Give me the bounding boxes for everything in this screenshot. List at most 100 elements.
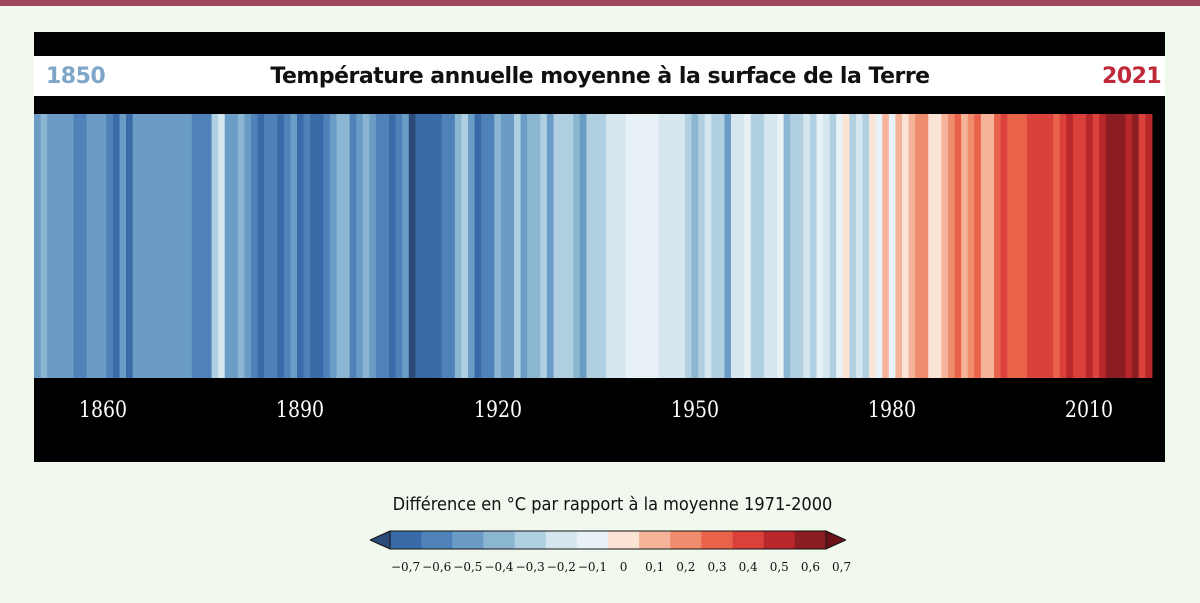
stripe-1973: [842, 114, 850, 378]
stripe-1997: [1000, 114, 1008, 378]
title-bar-notch: [1051, 32, 1165, 56]
stripe-2016: [1125, 114, 1133, 378]
stripe-1883: [250, 114, 259, 378]
colorbar-segment: [576, 531, 609, 549]
stripe-1897: [343, 114, 351, 378]
stripe-1998: [1007, 114, 1015, 378]
stripe-1931: [566, 114, 574, 378]
colorbar-segment: [794, 531, 827, 549]
stripe-1857: [80, 114, 88, 378]
stripe-1851: [40, 114, 48, 378]
stripe-1990: [954, 114, 962, 378]
stripe-1994: [980, 114, 989, 378]
stripe-1977: [869, 114, 877, 378]
x-tick-label: 2010: [1065, 398, 1114, 423]
colorbar-tick-label: 0,7: [832, 560, 852, 574]
stripe-1914: [454, 114, 463, 378]
stripe-1894: [323, 114, 331, 378]
stripe-2013: [1105, 114, 1113, 378]
stripe-2017: [1132, 114, 1140, 378]
stripe-1919: [487, 114, 495, 378]
colorbar-tick-label: −0,4: [484, 560, 514, 574]
colorbar-segment: [421, 531, 453, 549]
stripe-1999: [1013, 114, 1021, 378]
stripe-1902: [375, 114, 384, 378]
stripe-1862: [112, 114, 121, 378]
stripe-1903: [382, 114, 390, 378]
stripe-1913: [448, 114, 456, 378]
stripe-2009: [1079, 114, 1087, 378]
stripe-1909: [421, 114, 430, 378]
stripe-1853: [53, 114, 61, 378]
stripe-1927: [540, 114, 548, 378]
stripe-1938: [612, 114, 620, 378]
stripe-1953: [711, 114, 719, 378]
stripe-1969: [816, 114, 824, 378]
colorbar-segment: [701, 531, 734, 549]
stripe-1980: [888, 114, 897, 378]
stripe-1865: [132, 114, 140, 378]
colorbar-frame: [389, 530, 827, 550]
title-bar: [34, 56, 1051, 96]
stripe-1944: [652, 114, 660, 378]
stripe-1854: [60, 114, 68, 378]
stripe-1899: [356, 114, 364, 378]
stripe-1958: [744, 114, 752, 378]
colorbar-segment: [670, 531, 702, 549]
stripe-1996: [994, 114, 1002, 378]
stripe-1963: [777, 114, 785, 378]
stripe-1946: [665, 114, 673, 378]
stripe-1920: [494, 114, 502, 378]
stripe-1915: [461, 114, 469, 378]
stripe-1917: [474, 114, 482, 378]
stripe-1856: [73, 114, 81, 378]
stripe-1939: [619, 114, 627, 378]
stripe-1971: [829, 114, 837, 378]
start-year-label: 1850: [46, 64, 106, 89]
stripe-1967: [803, 114, 811, 378]
stripe-1987: [934, 114, 943, 378]
stripe-1989: [948, 114, 956, 378]
stripe-1993: [974, 114, 982, 378]
end-year-label: 2021: [1102, 64, 1162, 89]
stripe-1929: [553, 114, 561, 378]
stripe-1890: [297, 114, 305, 378]
stripe-2006: [1059, 114, 1067, 378]
stripe-1945: [658, 114, 666, 378]
stripe-1880: [231, 114, 239, 378]
stripe-1949: [684, 114, 693, 378]
x-tick-label: 1950: [670, 398, 719, 423]
stripe-1875: [198, 114, 206, 378]
stripe-1867: [145, 114, 153, 378]
stripe-1957: [737, 114, 745, 378]
stripe-1889: [290, 114, 298, 378]
stripe-1984: [915, 114, 923, 378]
stripe-1858: [86, 114, 94, 378]
stripe-1943: [645, 114, 653, 378]
stripe-2012: [1099, 114, 1107, 378]
stripe-1986: [928, 114, 936, 378]
colorbar: [370, 530, 846, 550]
stripe-1935: [592, 114, 601, 378]
colorbar-tick-label: 0,6: [800, 560, 820, 574]
x-tick-label: 1890: [276, 398, 325, 423]
stripe-2010: [1086, 114, 1094, 378]
stripe-1988: [941, 114, 949, 378]
stripe-2002: [1033, 114, 1041, 378]
stripe-2008: [1072, 114, 1081, 378]
colorbar-segment: [763, 531, 796, 549]
stripe-1926: [533, 114, 541, 378]
colorbar-segment: [608, 531, 640, 549]
stripe-1864: [126, 114, 134, 378]
colorbar-title: Différence en °C par rapport à la moyenn…: [392, 494, 833, 515]
stripe-1982: [901, 114, 910, 378]
stripe-1918: [481, 114, 489, 378]
stripe-1925: [527, 114, 535, 378]
colorbar-segment: [545, 531, 578, 549]
stripe-1881: [237, 114, 246, 378]
stripe-2014: [1112, 114, 1120, 378]
stripe-1975: [855, 114, 864, 378]
stripe-1959: [750, 114, 758, 378]
stripe-1863: [119, 114, 127, 378]
colorbar-tick-label: −0,1: [577, 560, 607, 574]
